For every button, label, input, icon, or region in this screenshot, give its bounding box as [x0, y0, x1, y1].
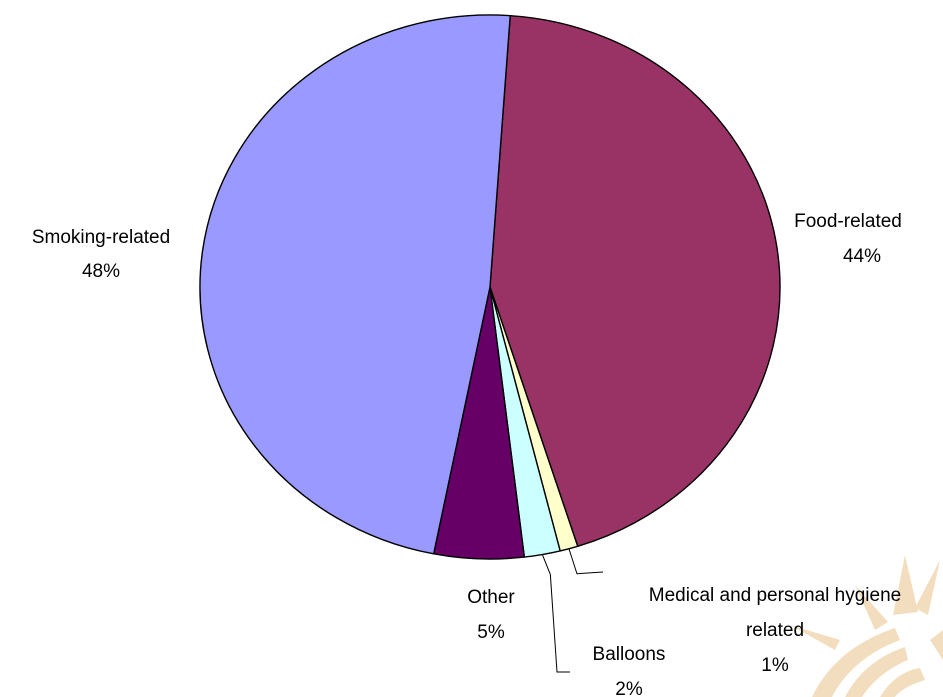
data-label-balloons-percent: 2%: [615, 679, 643, 697]
data-label-food-related: Food-related: [794, 211, 902, 232]
sunburst-watermark-icon: [790, 555, 943, 697]
pie-slices: [199, 14, 781, 560]
pie-slice-smoking-related: [199, 14, 511, 555]
data-label-balloons: Balloons: [593, 644, 666, 665]
leader-line-balloons: [541, 554, 570, 673]
data-label-food-related-percent: 44%: [843, 246, 881, 267]
data-label-other: Other: [467, 587, 515, 608]
data-label-smoking-related-percent: 48%: [82, 261, 120, 282]
data-label-medical-hygiene-line2: related: [746, 620, 804, 641]
pie-slice-food-related: [489, 14, 781, 547]
data-label-smoking-related: Smoking-related: [32, 227, 170, 248]
data-label-medical-hygiene-percent: 1%: [761, 655, 789, 676]
leader-line-medical-hygiene: [568, 548, 604, 575]
leader-lines: [541, 548, 604, 673]
data-label-other-percent: 5%: [477, 622, 505, 643]
data-label-medical-hygiene-line1: Medical and personal hygiene: [649, 585, 901, 606]
